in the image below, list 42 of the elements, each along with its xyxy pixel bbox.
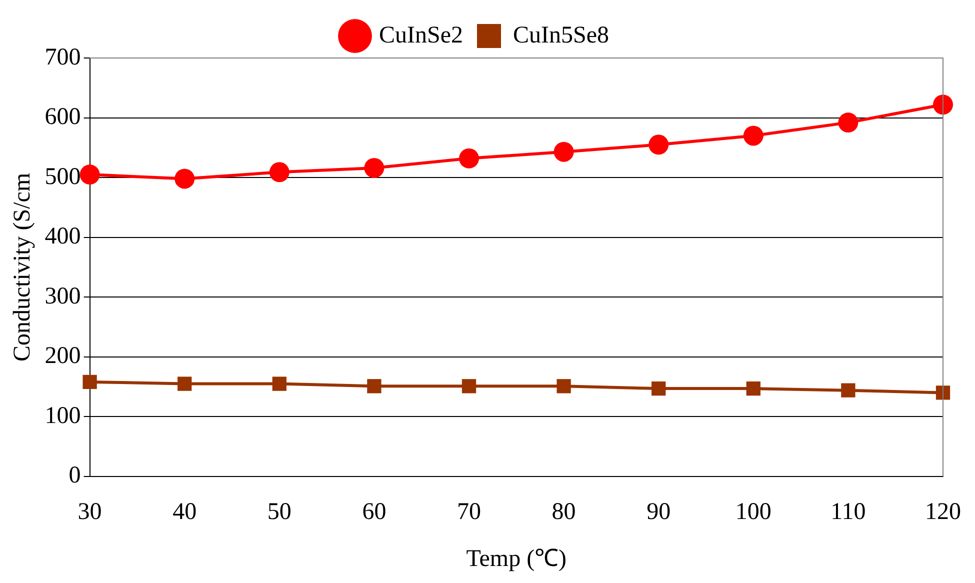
point — [82, 374, 97, 390]
y-tick-label: 0 — [68, 462, 81, 489]
legend-label: CuIn5Se8 — [513, 22, 609, 48]
x-tick-label: 90 — [646, 499, 671, 526]
point — [652, 381, 666, 396]
y-tick-label: 700 — [44, 44, 81, 70]
point — [556, 379, 571, 394]
point — [364, 158, 384, 178]
point — [178, 376, 192, 391]
point — [841, 383, 856, 398]
x-tick-label: 30 — [78, 499, 102, 526]
point — [838, 112, 858, 133]
point — [80, 164, 100, 185]
x-tick-label: 50 — [267, 499, 292, 526]
x-tick-label: 100 — [735, 499, 772, 526]
point — [174, 168, 195, 189]
point — [746, 381, 760, 396]
x-tick-label: 70 — [457, 499, 481, 526]
point — [269, 162, 290, 182]
y-tick-label: 200 — [44, 343, 81, 370]
point — [459, 148, 479, 168]
point — [554, 142, 574, 162]
point — [648, 134, 669, 155]
y-axis-title: Conductivity (S/cm — [10, 172, 36, 362]
x-tick-label: 60 — [362, 499, 386, 526]
y-tick-label: 600 — [44, 104, 81, 130]
x-tick-label: 110 — [830, 499, 866, 526]
x-tick-label: 120 — [925, 499, 961, 526]
y-tick-label: 100 — [44, 402, 81, 429]
point — [936, 386, 950, 400]
x-axis-title: Temp (℃) — [466, 546, 567, 572]
point — [272, 376, 286, 391]
legend-label: CuInSe2 — [379, 22, 463, 48]
x-tick-label: 80 — [552, 499, 576, 526]
point — [367, 379, 382, 394]
x-tick-label: 40 — [172, 499, 197, 526]
y-tick-label: 400 — [44, 224, 81, 250]
y-tick-label: 300 — [44, 283, 81, 310]
y-tick-label: 500 — [44, 164, 81, 190]
point — [462, 379, 476, 394]
point — [743, 126, 764, 146]
point — [933, 94, 953, 115]
